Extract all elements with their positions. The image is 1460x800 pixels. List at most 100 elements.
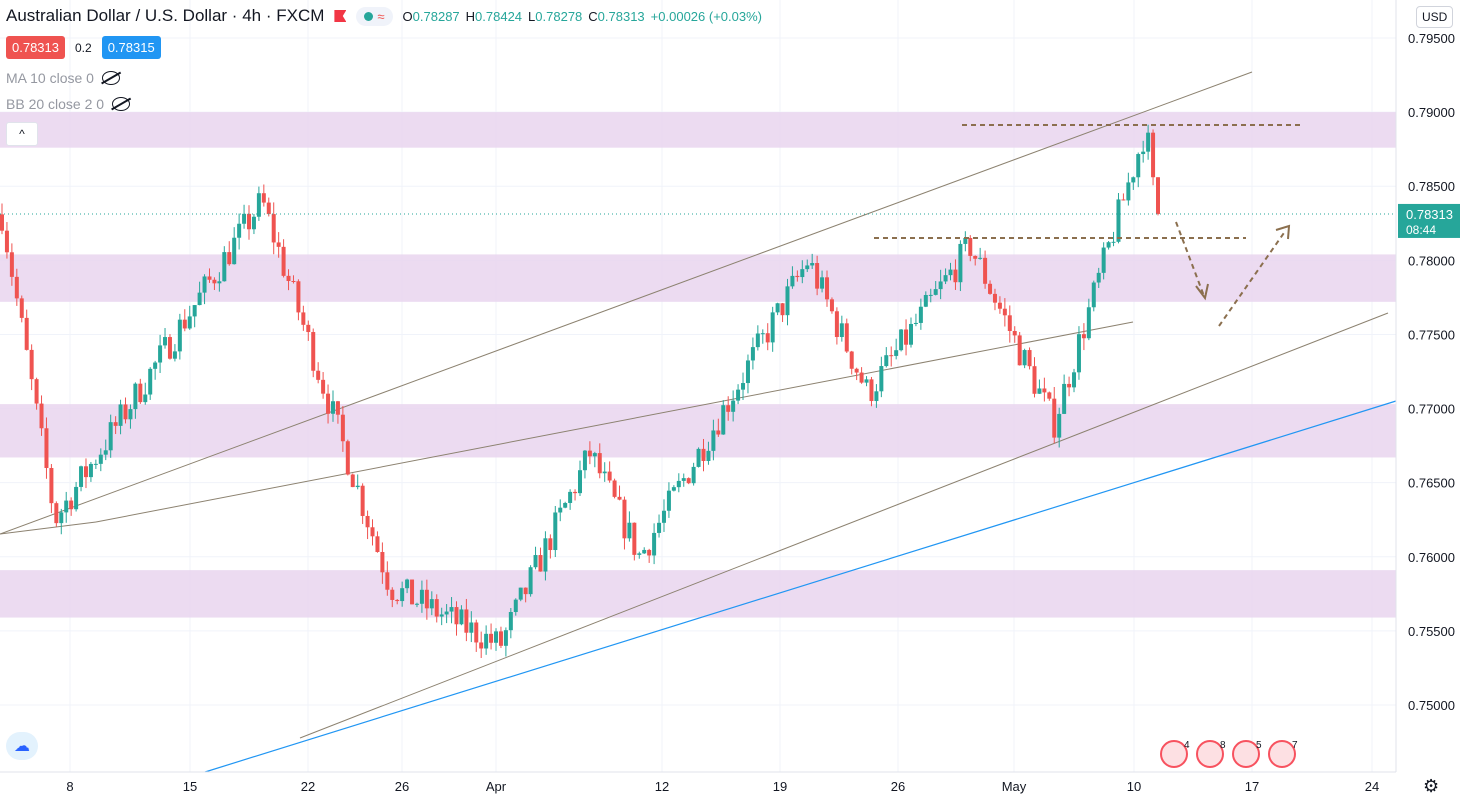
candle-body xyxy=(1037,388,1042,394)
hidden-eye-icon[interactable] xyxy=(112,97,131,111)
candle-body xyxy=(933,289,938,295)
candle-body xyxy=(301,312,306,325)
symbol-title[interactable]: Australian Dollar / U.S. Dollar · 4h · F… xyxy=(6,6,325,25)
candle-body xyxy=(242,213,247,224)
candle-body xyxy=(711,430,716,451)
lower-channel-line xyxy=(299,312,1389,739)
indicator-bb[interactable]: BB 20 close 2 0 xyxy=(6,96,131,112)
candle-body xyxy=(913,322,918,324)
candle-body xyxy=(128,409,133,420)
candle-body xyxy=(938,281,943,290)
candle-body xyxy=(133,383,138,410)
candle-body xyxy=(276,242,281,247)
candle-body xyxy=(459,609,464,625)
candle-body xyxy=(1012,331,1017,336)
candle-body xyxy=(29,349,34,380)
candle-body xyxy=(187,316,192,329)
candle-body xyxy=(1156,177,1160,214)
candle-body xyxy=(780,303,785,316)
candle-body xyxy=(745,360,750,384)
trend-lines xyxy=(0,71,1397,773)
x-tick-label: 24 xyxy=(1365,779,1379,794)
tradingview-logo-icon[interactable]: ☁ xyxy=(6,732,38,760)
candle-body xyxy=(657,522,662,533)
candle-body xyxy=(686,478,691,484)
y-tick-label: 0.77000 xyxy=(1408,402,1455,417)
candle-body xyxy=(0,214,4,231)
candle-body xyxy=(1106,242,1111,248)
candle-body xyxy=(825,277,830,300)
candle-body xyxy=(533,555,538,568)
candle-body xyxy=(834,311,839,338)
candle-body xyxy=(143,394,148,403)
candle-body xyxy=(573,491,578,494)
candle-body xyxy=(64,500,69,513)
candle-body xyxy=(810,263,815,266)
candle-body xyxy=(251,216,256,230)
buy-price-button[interactable]: 0.78315 xyxy=(101,36,161,59)
mid-trend-line xyxy=(95,321,1134,523)
candle-body xyxy=(587,450,592,457)
settings-gear-icon[interactable]: ⚙ xyxy=(1423,776,1440,796)
candle-body xyxy=(232,237,237,265)
candle-body xyxy=(661,510,666,523)
x-tick-label: 10 xyxy=(1127,779,1141,794)
candle-body xyxy=(513,599,518,613)
indicator-ma[interactable]: MA 10 close 0 xyxy=(6,70,120,86)
candle-body xyxy=(148,368,153,395)
event-icon[interactable]: 5 xyxy=(1232,740,1262,768)
candle-body xyxy=(167,337,172,359)
candle-body xyxy=(1027,350,1032,367)
flag-icon[interactable] xyxy=(334,10,347,22)
y-tick-label: 0.79000 xyxy=(1408,105,1455,120)
event-icon[interactable]: 8 xyxy=(1196,740,1226,768)
event-icon[interactable]: 4 xyxy=(1160,740,1190,768)
y-tick-label: 0.75500 xyxy=(1408,624,1455,639)
candle-body xyxy=(24,317,29,350)
candle-body xyxy=(988,283,993,294)
candle-body xyxy=(59,512,64,524)
candle-body xyxy=(652,532,657,556)
candle-body xyxy=(365,515,370,528)
candle-body xyxy=(617,496,622,500)
candle-body xyxy=(578,470,582,494)
market-status-pill[interactable]: ≈ xyxy=(356,6,393,26)
candle-body xyxy=(444,611,449,615)
y-tick-label: 0.78500 xyxy=(1408,179,1455,194)
candle-body xyxy=(978,257,983,259)
candle-body xyxy=(118,404,123,426)
candle-body xyxy=(854,368,859,373)
annotations xyxy=(0,124,1396,327)
candle-body xyxy=(607,471,612,481)
candle-body xyxy=(439,614,444,617)
x-tick-label: 17 xyxy=(1245,779,1259,794)
candle-body xyxy=(355,485,360,488)
candle-body xyxy=(182,319,187,329)
hidden-eye-icon[interactable] xyxy=(101,71,120,85)
candle-body xyxy=(637,553,642,555)
candle-body xyxy=(1086,307,1091,339)
y-tick-label: 0.77500 xyxy=(1408,327,1455,342)
candlestick-series xyxy=(0,124,1160,658)
sell-price-button[interactable]: 0.78313 xyxy=(6,36,65,59)
candle-body xyxy=(948,269,953,276)
collapse-button[interactable]: ^ xyxy=(6,122,38,146)
candle-body xyxy=(716,430,721,435)
candle-body xyxy=(726,405,731,412)
candle-body xyxy=(385,572,390,590)
candle-body xyxy=(316,370,321,380)
candle-body xyxy=(98,454,103,464)
candle-body xyxy=(449,607,454,612)
candle-body xyxy=(34,379,39,404)
ohlc-readout: O0.78287 H0.78424 L0.78278 C0.78313 +0.0… xyxy=(402,8,762,24)
candle-body xyxy=(335,401,340,415)
candle-body xyxy=(1126,182,1131,201)
currency-button[interactable]: USD xyxy=(1416,6,1454,28)
candle-body xyxy=(237,223,242,238)
candle-body xyxy=(963,238,968,244)
candle-body xyxy=(765,333,770,343)
candle-body xyxy=(642,549,647,554)
candle-body xyxy=(74,486,79,510)
event-icon[interactable]: 7 xyxy=(1268,740,1298,768)
